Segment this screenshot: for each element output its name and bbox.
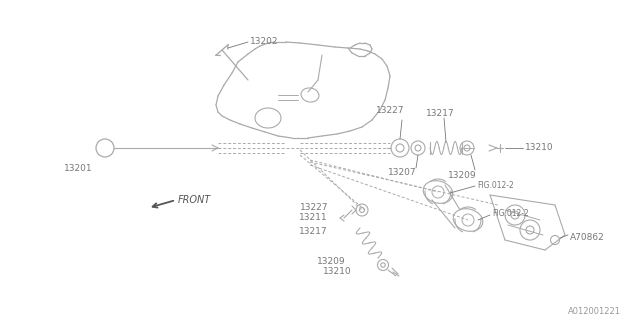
Text: 13210: 13210: [525, 142, 554, 151]
Text: 13201: 13201: [64, 164, 92, 172]
Text: 13207: 13207: [388, 167, 416, 177]
Text: 13209: 13209: [448, 171, 476, 180]
Text: FRONT: FRONT: [178, 195, 211, 205]
Text: 13217: 13217: [300, 228, 328, 236]
Text: A012001221: A012001221: [568, 308, 621, 316]
Text: FIG.012-2: FIG.012-2: [477, 180, 514, 189]
Text: A70862: A70862: [570, 233, 605, 242]
Text: 13217: 13217: [426, 108, 454, 117]
Text: 13227: 13227: [376, 106, 404, 115]
Text: FIG.012-2: FIG.012-2: [492, 210, 529, 219]
Text: 13202: 13202: [250, 36, 278, 45]
Text: 13211: 13211: [300, 213, 328, 222]
Text: 13210: 13210: [323, 268, 352, 276]
Text: 13209: 13209: [317, 258, 346, 267]
Text: 13227: 13227: [300, 203, 328, 212]
